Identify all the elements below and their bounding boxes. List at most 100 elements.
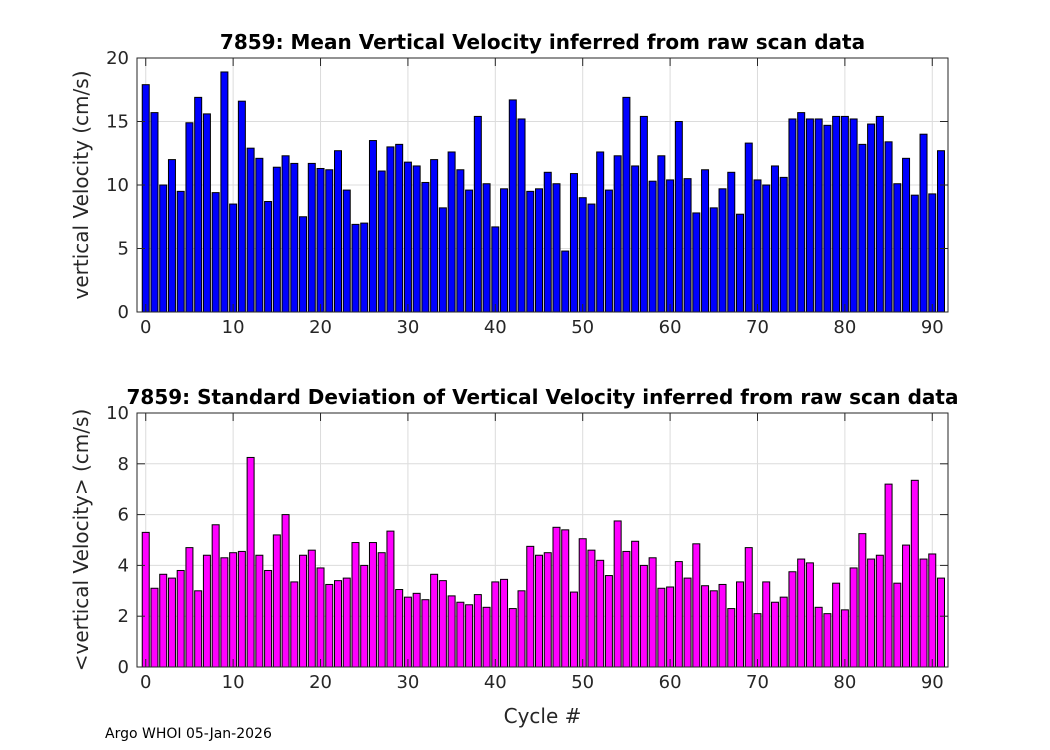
bar [797, 112, 806, 313]
bar [176, 190, 185, 313]
bar [447, 595, 456, 668]
x-tick-label: 20 [309, 317, 332, 338]
bar [473, 594, 482, 668]
bar [412, 592, 421, 668]
bar [902, 544, 911, 668]
bar [299, 216, 308, 313]
x-tick-label: 70 [746, 672, 769, 693]
bar [718, 188, 727, 313]
bar [194, 96, 203, 313]
bar [307, 162, 316, 313]
bar [535, 188, 543, 313]
bar [805, 118, 814, 313]
bar [814, 118, 823, 313]
bar [272, 166, 281, 313]
bar [849, 118, 858, 313]
bar [508, 608, 517, 668]
bar [430, 159, 439, 313]
x-tick-label: 10 [222, 672, 245, 693]
bar [770, 601, 779, 668]
bar [744, 547, 753, 668]
bar [875, 115, 884, 313]
bar [491, 226, 500, 313]
bar [185, 547, 194, 668]
bar [403, 161, 412, 313]
bar [709, 590, 718, 668]
bar [465, 604, 474, 668]
bar [377, 552, 386, 668]
x-tick-label: 40 [484, 672, 507, 693]
x-tick-label: 60 [659, 672, 682, 693]
bar [202, 113, 211, 313]
bar [395, 143, 404, 313]
bar [508, 99, 517, 313]
y-tick-label: 8 [118, 454, 129, 475]
bar [657, 587, 666, 668]
bar [797, 558, 806, 668]
bar [727, 171, 736, 313]
bar [255, 554, 264, 668]
bar [360, 564, 369, 668]
bar [648, 180, 657, 313]
bar [613, 155, 622, 313]
x-tick-label: 80 [833, 672, 856, 693]
bar [604, 189, 613, 313]
bar [692, 543, 701, 668]
bar [622, 550, 631, 668]
bar [368, 140, 377, 313]
bar [893, 183, 902, 313]
bar [814, 606, 823, 668]
bar [639, 115, 648, 313]
bar [334, 150, 342, 313]
bar [928, 193, 937, 313]
y-axis-label: vertical Velocity (cm/s) [69, 71, 93, 300]
bar [639, 564, 648, 668]
bar [255, 157, 264, 313]
bar [596, 559, 605, 668]
y-tick-label: 0 [118, 657, 129, 678]
bar [246, 147, 255, 313]
bar [272, 534, 281, 668]
bar [893, 582, 902, 668]
bar [840, 609, 849, 668]
bar [613, 520, 622, 668]
bar [840, 115, 849, 313]
bar [351, 542, 360, 668]
bar [211, 524, 220, 668]
bar [517, 118, 526, 313]
y-tick-label: 5 [118, 239, 129, 260]
x-tick-label: 90 [921, 672, 944, 693]
x-tick-label: 80 [833, 317, 856, 338]
bar [543, 552, 552, 668]
bar [237, 550, 246, 668]
chart-title: 7859: Standard Deviation of Vertical Vel… [127, 385, 959, 409]
bar [543, 171, 552, 313]
bar [229, 552, 238, 668]
bar [902, 157, 911, 313]
bar [325, 169, 334, 313]
bar [517, 590, 526, 668]
bar [727, 608, 736, 668]
bar [456, 601, 465, 668]
bar [264, 201, 273, 313]
bar [491, 581, 500, 668]
bar [779, 596, 788, 668]
bar [587, 549, 596, 668]
bar [552, 183, 561, 313]
bar [604, 575, 613, 668]
x-tick-label: 40 [484, 317, 507, 338]
bar [456, 169, 465, 313]
bar [211, 192, 220, 313]
bar [937, 577, 946, 668]
bar [657, 155, 666, 313]
bar [395, 589, 404, 668]
bar [386, 146, 395, 313]
bar [788, 118, 797, 313]
bar [805, 562, 814, 668]
bar [674, 561, 683, 668]
bar [875, 554, 884, 668]
bar [910, 479, 919, 668]
bar [482, 606, 491, 668]
